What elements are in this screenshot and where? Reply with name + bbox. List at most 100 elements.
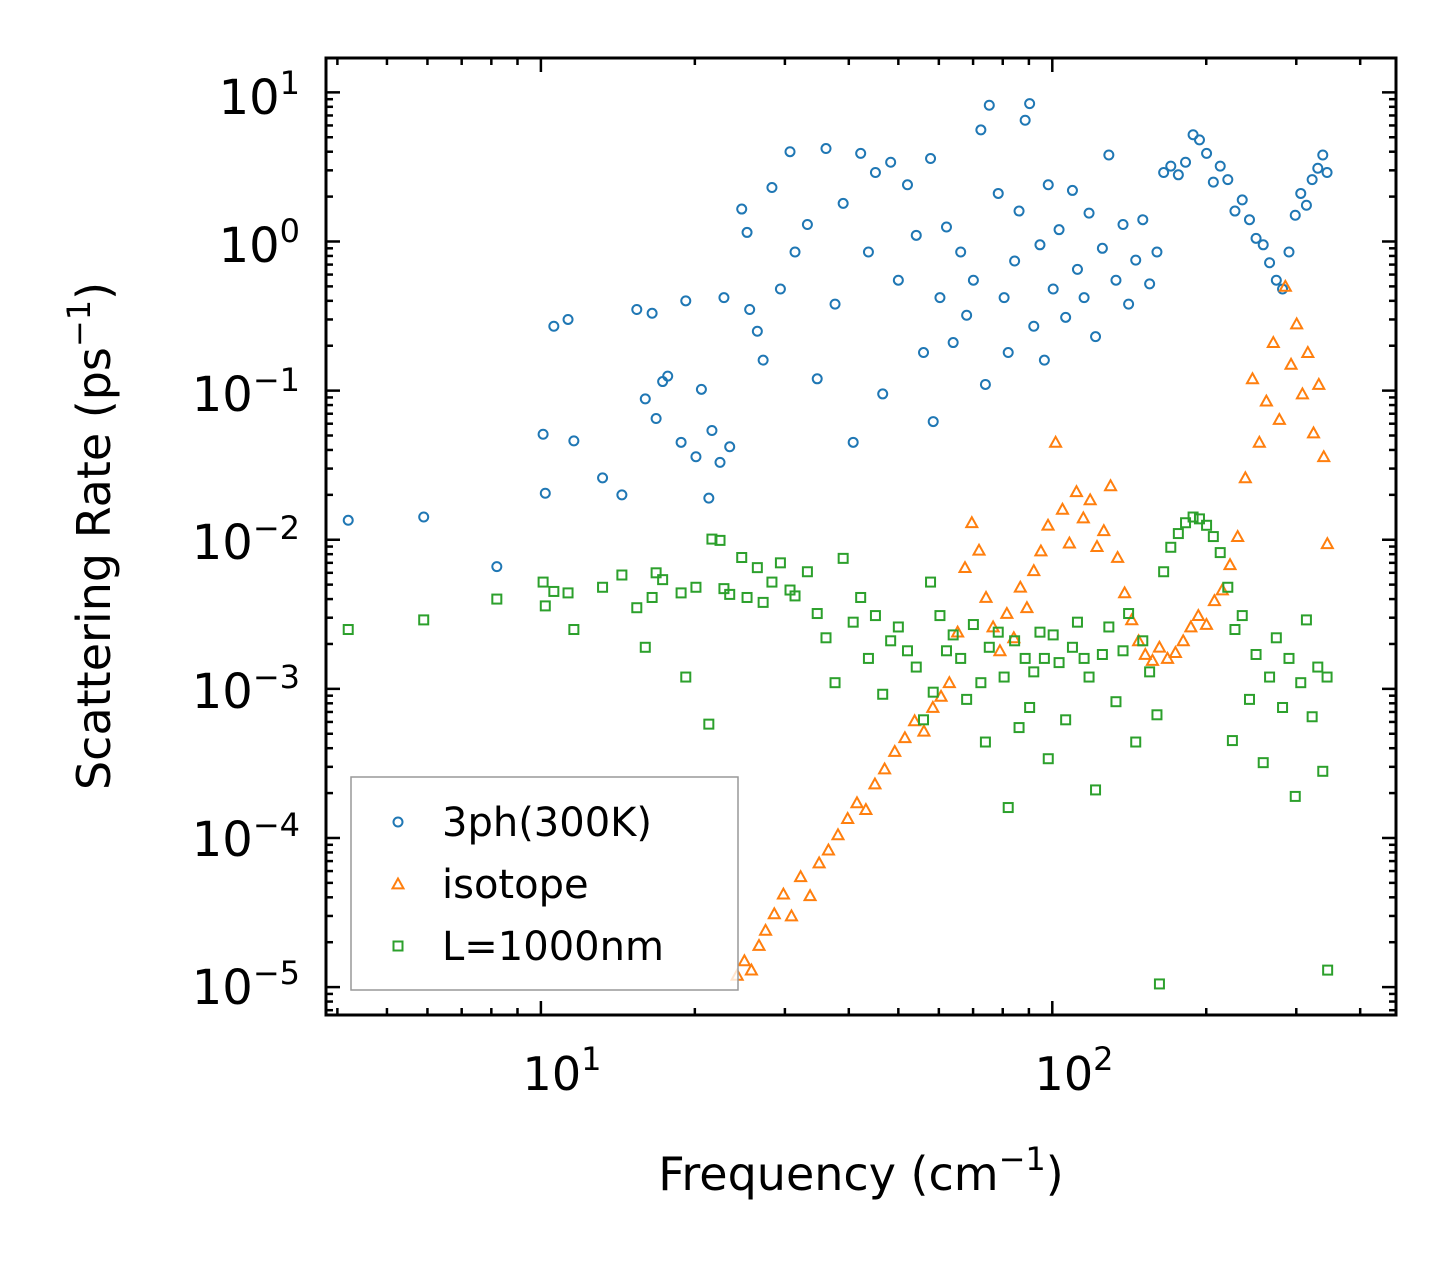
data-point	[1103, 621, 1115, 633]
data-point	[955, 246, 967, 258]
data-point	[992, 643, 1008, 657]
data-point	[784, 908, 799, 922]
data-point	[784, 146, 796, 158]
data-point	[1013, 579, 1028, 593]
data-point	[992, 187, 1004, 199]
data-point	[1042, 179, 1054, 191]
data-point	[1048, 434, 1063, 448]
data-point	[1229, 624, 1241, 636]
data-point	[1066, 184, 1078, 196]
data-point	[1117, 585, 1132, 599]
data-point	[910, 661, 922, 673]
data-point	[877, 761, 892, 775]
data-point	[1019, 652, 1031, 664]
data-point	[1295, 677, 1307, 689]
data-point	[1321, 167, 1333, 179]
data-point	[1243, 214, 1255, 226]
data-point	[1117, 218, 1129, 230]
data-point	[1103, 149, 1115, 161]
data-point	[758, 922, 773, 936]
data-point	[1123, 608, 1135, 620]
data-point	[793, 869, 808, 883]
data-point	[862, 652, 874, 664]
data-point	[837, 197, 849, 209]
data-point	[1038, 652, 1050, 664]
data-point	[801, 218, 813, 230]
data-point	[940, 645, 952, 657]
data-point	[1055, 501, 1070, 515]
data-point	[1033, 543, 1049, 557]
data-point	[1053, 224, 1065, 236]
data-point	[657, 574, 669, 586]
data-point	[706, 425, 718, 437]
data-point	[1117, 645, 1129, 657]
data-point	[887, 743, 902, 757]
data-point	[1316, 449, 1331, 463]
data-point	[662, 370, 674, 382]
data-point	[978, 589, 994, 603]
data-point	[1191, 608, 1206, 621]
data-point	[680, 671, 692, 683]
data-point	[811, 608, 823, 620]
data-point	[1176, 633, 1191, 647]
data-point	[892, 621, 904, 633]
data-point	[744, 303, 756, 315]
data-point	[690, 581, 702, 593]
data-point	[1165, 160, 1177, 172]
data-point	[975, 124, 987, 136]
data-point	[820, 632, 832, 644]
data-point	[849, 795, 865, 809]
legend-box	[350, 776, 739, 991]
data-point	[418, 511, 430, 523]
data-point	[1278, 278, 1293, 292]
data-point	[934, 292, 946, 304]
data-point	[1137, 214, 1149, 226]
x-axis-label: Frequency (cm−1)	[658, 1140, 1063, 1201]
data-point	[1096, 648, 1108, 660]
data-point	[961, 693, 973, 705]
series-2	[342, 511, 1334, 990]
data-point	[1090, 331, 1102, 343]
data-point	[1009, 255, 1021, 267]
data-point	[597, 472, 609, 484]
data-point	[491, 593, 503, 605]
data-point	[1069, 484, 1084, 498]
data-point	[703, 492, 715, 504]
data-point	[910, 229, 922, 241]
data-point	[639, 393, 651, 405]
data-point	[979, 378, 991, 390]
data-point	[1071, 616, 1083, 628]
data-point	[1289, 209, 1301, 221]
data-point	[801, 566, 813, 578]
data-point	[1222, 174, 1234, 186]
data-point	[830, 827, 846, 841]
data-point	[1321, 671, 1333, 683]
data-point	[751, 562, 763, 574]
data-point	[847, 436, 859, 448]
data-point	[1266, 335, 1281, 348]
data-point	[1138, 646, 1153, 660]
data-point	[964, 515, 980, 529]
data-point	[718, 583, 730, 595]
data-point	[1047, 283, 1059, 295]
data-point	[1180, 156, 1192, 168]
data-point	[1096, 242, 1108, 254]
data-point	[597, 581, 609, 593]
data-point	[1019, 114, 1031, 126]
data-point	[858, 802, 874, 815]
data-point	[718, 292, 730, 304]
legend-marker-triangle	[390, 876, 406, 890]
data-point	[418, 614, 430, 626]
data-point	[947, 337, 959, 349]
data-point	[927, 686, 939, 698]
data-point	[1306, 425, 1321, 439]
data-point	[897, 730, 913, 744]
data-point	[1047, 629, 1059, 641]
data-point	[1071, 263, 1083, 275]
data-point	[1060, 311, 1072, 323]
data-point	[1306, 174, 1318, 186]
data-point	[907, 713, 922, 727]
data-point	[1103, 478, 1118, 492]
data-point	[1322, 964, 1334, 976]
data-point	[957, 560, 973, 574]
